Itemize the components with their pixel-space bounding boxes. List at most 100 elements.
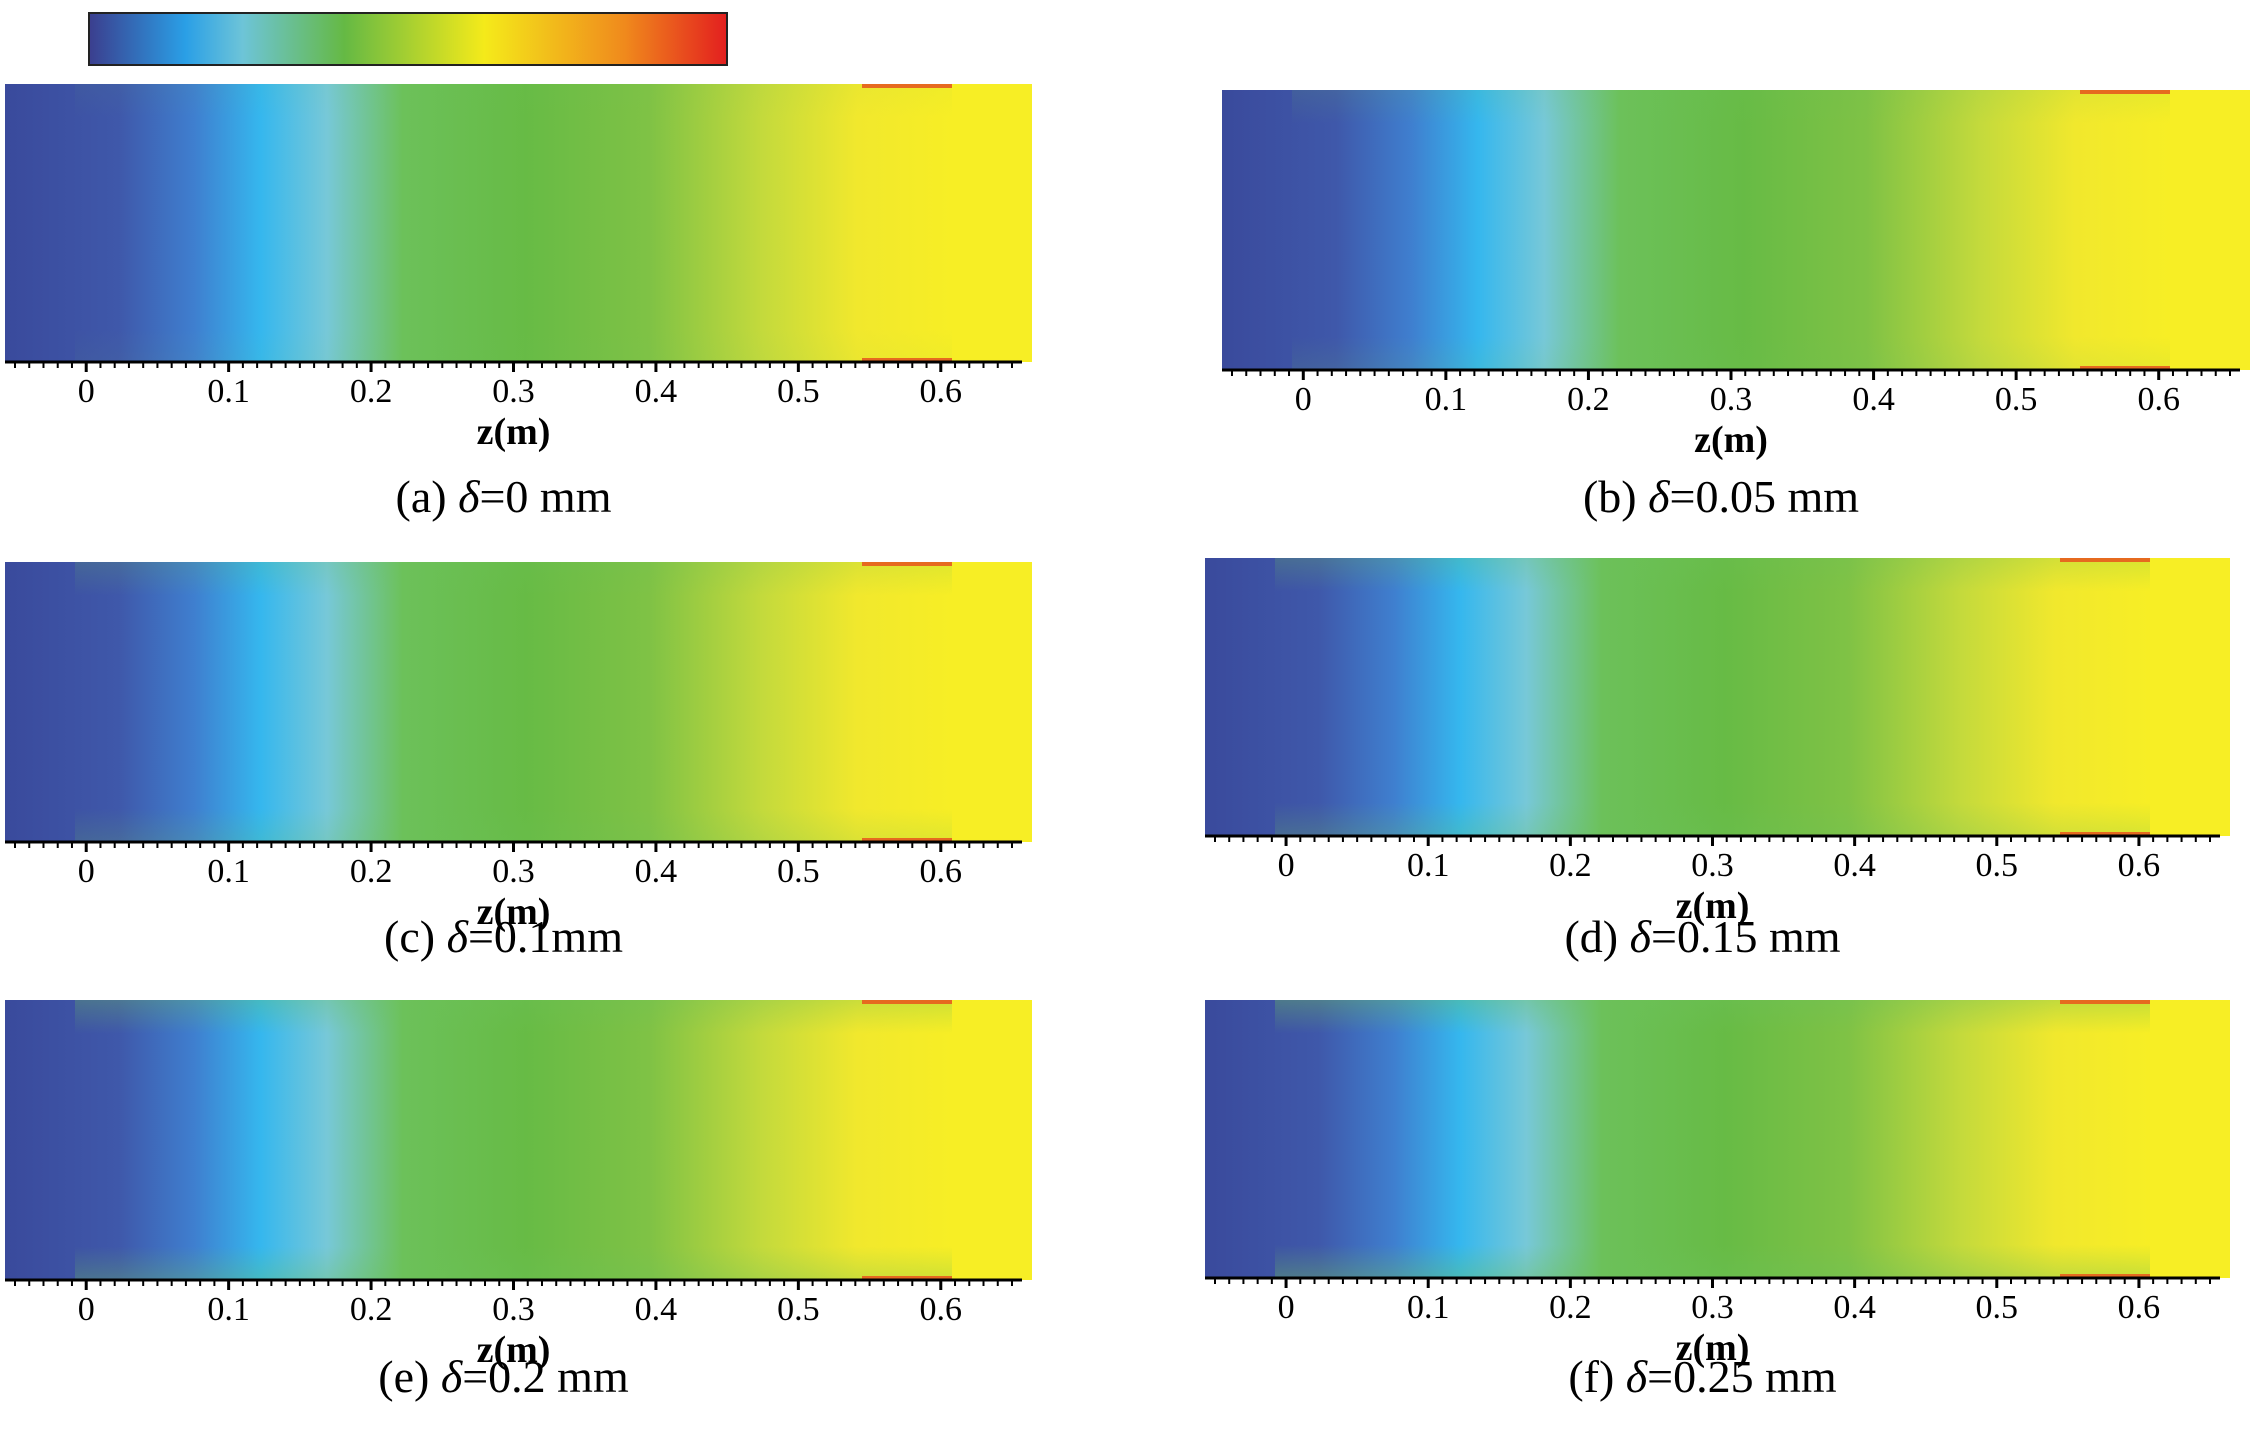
panel-e: 0 0.1 0.2 0.3 0.4 0.5 0.6 z(m): [5, 1000, 1032, 1420]
outlet-region: [952, 84, 1032, 362]
x-axis-title: z(m): [477, 891, 551, 933]
x-tick-label: 0.1: [207, 853, 250, 890]
x-tick-label: 0.1: [207, 373, 250, 410]
wall-gradient-overlay: [75, 84, 952, 362]
panel-caption-e: (e) δ=0.2 mm: [378, 1350, 628, 1403]
x-tick-label: 0.4: [635, 1291, 678, 1328]
delta-symbol: δ: [1625, 1351, 1648, 1402]
x-tick-label: 0.5: [1976, 1289, 2019, 1326]
panel-caption-a: (a) δ=0 mm: [396, 470, 612, 523]
x-tick-label: 0.2: [350, 1291, 393, 1328]
x-tick-label: 0: [1295, 381, 1312, 418]
caption-value: =0 mm: [479, 471, 612, 522]
panel-a: 0 0.1 0.2 0.3 0.4 0.5 0.6 z(m): [5, 84, 1032, 502]
panel-caption-c: (c) δ=0.1mm: [384, 910, 623, 963]
x-tick-label: 0.5: [777, 373, 820, 410]
contour-plot-f: 0 0.1 0.2 0.3 0.4 0.5 0.6 z(m): [1205, 1000, 2230, 1369]
x-axis-title: z(m): [1676, 1327, 1750, 1369]
x-tick-label: 0.3: [492, 373, 535, 410]
x-tick-label: 0.3: [1710, 381, 1753, 418]
x-axis-title: z(m): [477, 1329, 551, 1371]
x-tick-label: 0.4: [1852, 381, 1895, 418]
caption-value: =0.25 mm: [1647, 1351, 1837, 1402]
x-tick-label: 0.4: [1833, 1289, 1876, 1326]
wall-gradient-overlay: [75, 1000, 952, 1280]
caption-value: =0.2 mm: [462, 1351, 629, 1402]
hot-wall-streak-top: [2060, 558, 2150, 562]
wall-gradient-overlay: [1275, 558, 2150, 836]
x-tick-label: 0.1: [1425, 381, 1468, 418]
x-tick-label: 0.5: [1976, 847, 2019, 884]
x-tick-label: 0.2: [1549, 847, 1592, 884]
x-tick-label: 0.6: [2118, 847, 2161, 884]
panel-c: 0 0.1 0.2 0.3 0.4 0.5 0.6 z(m): [5, 562, 1032, 982]
x-tick-label: 0.1: [207, 1291, 250, 1328]
caption-prefix: (f): [1568, 1351, 1626, 1402]
x-tick-label: 0: [78, 373, 95, 410]
wall-gradient-overlay: [75, 562, 952, 842]
delta-symbol: δ: [1629, 911, 1652, 962]
x-tick-label: 0.3: [1691, 847, 1734, 884]
contour-plot-c: 0 0.1 0.2 0.3 0.4 0.5 0.6 z(m): [5, 562, 1032, 933]
x-tick-label: 0.6: [920, 1291, 963, 1328]
caption-prefix: (d): [1564, 911, 1630, 962]
x-tick-label: 0.1: [1407, 847, 1450, 884]
colorbar: [88, 12, 728, 66]
contour-plot-d: 0 0.1 0.2 0.3 0.4 0.5 0.6 z(m): [1205, 558, 2230, 927]
x-tick-label: 0.5: [1995, 381, 2038, 418]
caption-value: =0.05 mm: [1669, 471, 1860, 522]
x-tick-label: 0.4: [635, 373, 678, 410]
hot-wall-streak-bottom: [2060, 1274, 2150, 1278]
hot-wall-streak-bottom: [2080, 366, 2170, 370]
x-axis-title: z(m): [477, 411, 551, 453]
x-tick-label: 0.6: [2137, 381, 2180, 418]
hot-wall-streak-bottom: [862, 358, 952, 362]
x-tick-label: 0.2: [350, 373, 393, 410]
panel-f: 0 0.1 0.2 0.3 0.4 0.5 0.6 z(m): [1205, 1000, 2230, 1418]
panel-caption-f: (f) δ=0.25 mm: [1568, 1350, 1836, 1403]
x-tick-label: 0.6: [2118, 1289, 2161, 1326]
panel-b: 0 0.1 0.2 0.3 0.4 0.5 0.6 z(m): [1222, 90, 2250, 510]
x-tick-label: 0: [78, 1291, 95, 1328]
caption-prefix: (a): [395, 471, 459, 522]
x-tick-label: 0.2: [350, 853, 393, 890]
x-axis-title: z(m): [1694, 419, 1768, 461]
wall-gradient-overlay: [1275, 1000, 2150, 1278]
x-tick-label: 0.1: [1407, 1289, 1450, 1326]
wall-gradient-overlay: [1292, 90, 2170, 370]
outlet-region: [952, 1000, 1032, 1280]
caption-prefix: (b): [1582, 471, 1649, 522]
hot-wall-streak-bottom: [862, 1276, 952, 1280]
x-tick-label: 0.4: [635, 853, 678, 890]
delta-symbol: δ: [440, 1351, 463, 1402]
outlet-region: [952, 562, 1032, 842]
outlet-region: [2150, 558, 2230, 836]
caption-value: =0.1mm: [467, 911, 623, 962]
hot-wall-streak-bottom: [2060, 832, 2150, 836]
delta-symbol: δ: [1648, 471, 1670, 522]
caption-value: =0.15 mm: [1651, 911, 1841, 962]
panel-caption-d: (d) δ=0.15 mm: [1564, 910, 1840, 963]
x-tick-label: 0.5: [777, 1291, 820, 1328]
x-axis-title: z(m): [1676, 885, 1750, 927]
caption-prefix: (c): [384, 911, 447, 962]
x-tick-label: 0.4: [1833, 847, 1876, 884]
contour-plot-a: 0 0.1 0.2 0.3 0.4 0.5 0.6 z(m): [5, 84, 1032, 453]
x-tick-label: 0.6: [920, 853, 963, 890]
x-tick-label: 0: [1278, 1289, 1295, 1326]
hot-wall-streak-top: [862, 562, 952, 566]
hot-wall-streak-top: [2060, 1000, 2150, 1004]
x-tick-label: 0.3: [1691, 1289, 1734, 1326]
x-tick-label: 0.6: [920, 373, 963, 410]
contour-plot-e: 0 0.1 0.2 0.3 0.4 0.5 0.6 z(m): [5, 1000, 1032, 1371]
contour-plot-b: 0 0.1 0.2 0.3 0.4 0.5 0.6 z(m): [1222, 90, 2250, 461]
x-tick-label: 0.2: [1567, 381, 1610, 418]
x-tick-label: 0.5: [777, 853, 820, 890]
x-tick-label: 0.3: [492, 1291, 535, 1328]
delta-symbol: δ: [446, 911, 468, 962]
x-tick-label: 0.3: [492, 853, 535, 890]
x-tick-label: 0: [78, 853, 95, 890]
panel-caption-b: (b) δ=0.05 mm: [1583, 470, 1859, 523]
panel-d: 0 0.1 0.2 0.3 0.4 0.5 0.6 z(m): [1205, 558, 2230, 976]
